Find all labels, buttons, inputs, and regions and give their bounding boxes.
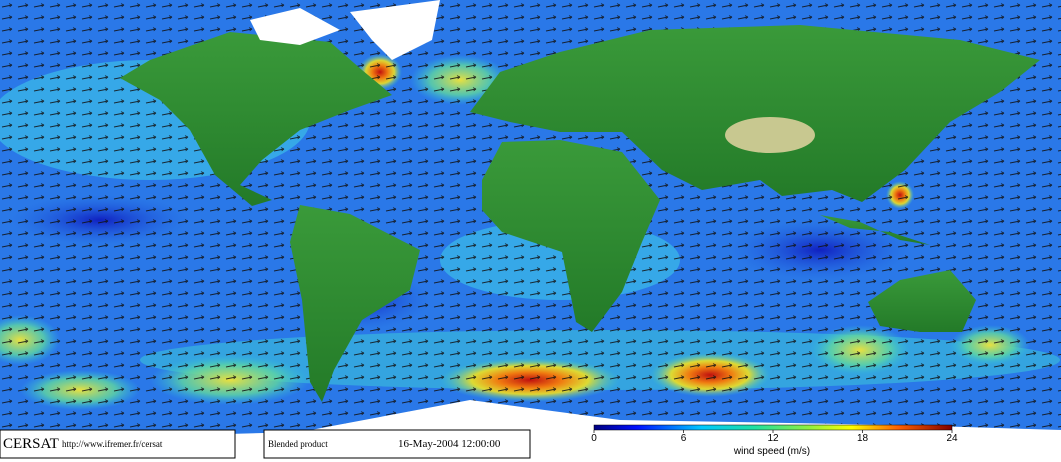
colorbar-tick-label: 12 xyxy=(767,433,779,444)
colorbar-tick-label: 6 xyxy=(681,433,687,444)
footer: CERSAT http://www.ifremer.fr/cersat Blen… xyxy=(0,429,531,459)
product: Blended product xyxy=(268,439,328,449)
colorbar: wind speed (m/s) 0 6 12 18 24 xyxy=(591,424,958,457)
colorbar-tick-label: 0 xyxy=(591,433,597,444)
date: 16-May-2004 12:00:00 xyxy=(398,438,501,450)
colorbar-ramp xyxy=(593,424,953,431)
colorbar-tick-label: 24 xyxy=(946,433,958,444)
colorbar-tick-label: 18 xyxy=(857,433,869,444)
product-box xyxy=(263,429,531,459)
url: http://www.ifremer.fr/cersat xyxy=(62,439,163,449)
brand: CERSAT xyxy=(3,436,59,452)
colorbar-label: wind speed (m/s) xyxy=(733,446,810,457)
continents xyxy=(120,25,1040,402)
brand-box xyxy=(0,429,236,459)
wind-field xyxy=(0,0,1061,430)
